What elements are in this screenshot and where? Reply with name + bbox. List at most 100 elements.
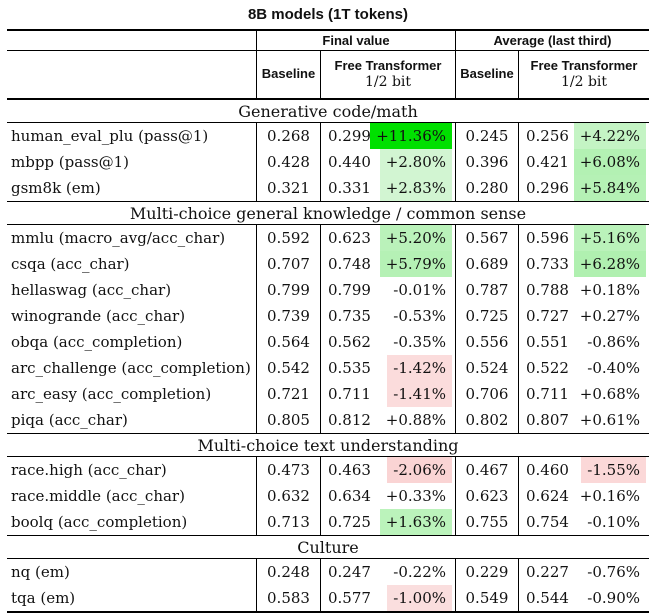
avg-baseline-value: 0.229 — [456, 559, 519, 585]
avg-delta: +0.61% — [579, 411, 640, 429]
final-baseline-value: 0.428 — [257, 149, 321, 175]
final-delta-cell: -1.41% — [383, 381, 456, 407]
final-delta-cell: +1.63% — [379, 509, 456, 535]
avg-delta: +5.84% — [573, 175, 646, 201]
final-free-transformer-header: Free Transformer 1/2 bit — [321, 51, 456, 98]
avg-delta-cell: -0.40% — [579, 355, 649, 381]
metric-name: human_eval_plu (pass@1) — [7, 123, 257, 149]
avg-delta-cell: -1.55% — [579, 457, 649, 483]
avg-baseline-value: 0.280 — [456, 175, 519, 201]
half-bit-label: 1/2 bit — [364, 73, 412, 90]
section-rows: human_eval_plu (pass@1) 0.268 0.299 +11.36%… — [7, 123, 649, 201]
section-header: Generative code/math — [7, 100, 649, 123]
final-delta: -0.22% — [393, 563, 446, 581]
avg-ft-value: 0.256 — [526, 127, 569, 145]
final-delta: +1.63% — [379, 509, 452, 535]
metric-name: csqa (acc_char) — [7, 251, 257, 277]
avg-delta: +6.08% — [573, 149, 646, 175]
final-delta: -2.06% — [387, 457, 452, 483]
avg-ft-value: 0.727 — [526, 307, 569, 325]
final-delta: -0.53% — [393, 307, 446, 325]
final-delta: -0.01% — [393, 281, 446, 299]
final-ft-value: 0.711 — [328, 385, 371, 403]
metric-name: race.high (acc_char) — [7, 457, 257, 483]
avg-baseline-value: 0.567 — [456, 225, 519, 251]
final-baseline-value: 0.268 — [257, 123, 321, 149]
section-rows: race.high (acc_char) 0.473 0.463 -2.06% 0.46… — [7, 457, 649, 535]
final-delta-cell: +0.33% — [383, 483, 456, 509]
final-ft-value: 0.725 — [328, 513, 371, 531]
avg-delta-cell: +0.61% — [579, 407, 649, 433]
avg-delta-cell: +4.22% — [573, 123, 649, 149]
final-baseline-value: 0.321 — [257, 175, 321, 201]
final-delta: -1.42% — [387, 355, 452, 381]
final-delta: -1.00% — [387, 585, 452, 611]
final-baseline-value: 0.473 — [257, 457, 321, 483]
section-header: Multi-choice text understanding — [7, 433, 649, 457]
final-delta: +2.83% — [379, 175, 452, 201]
table-header: Final value Average (last third) Baselin… — [7, 31, 649, 100]
avg-baseline-header: Baseline — [456, 51, 519, 98]
final-ft-value: 0.299 — [328, 127, 371, 145]
avg-delta: +6.28% — [573, 251, 646, 277]
final-baseline-value: 0.805 — [257, 407, 321, 433]
avg-delta: -0.86% — [587, 333, 640, 351]
avg-delta: +5.16% — [573, 225, 646, 251]
final-delta: +0.33% — [385, 487, 446, 505]
avg-ft-value: 0.733 — [526, 255, 569, 273]
final-ft-value: 0.562 — [328, 333, 371, 351]
avg-baseline-value: 0.725 — [456, 303, 519, 329]
metric-name: arc_challenge (acc_completion) — [7, 355, 257, 381]
final-delta-cell: +5.79% — [379, 251, 456, 277]
avg-ft-value: 0.711 — [526, 385, 569, 403]
final-delta-cell: +2.83% — [379, 175, 456, 201]
final-baseline-value: 0.799 — [257, 277, 321, 303]
table-body: Generative code/math human_eval_plu (pass… — [7, 100, 649, 613]
metric-name: nq (em) — [7, 559, 257, 585]
final-delta: -0.35% — [393, 333, 446, 351]
avg-baseline-value: 0.467 — [456, 457, 519, 483]
final-baseline-header: Baseline — [257, 51, 321, 98]
avg-delta-cell: +0.16% — [579, 483, 649, 509]
final-delta-cell: -0.35% — [383, 329, 456, 355]
avg-baseline-value: 0.396 — [456, 149, 519, 175]
final-ft-value: 0.440 — [328, 153, 371, 171]
avg-delta-cell: +0.68% — [579, 381, 649, 407]
avg-baseline-value: 0.755 — [456, 509, 519, 535]
final-delta-cell: -1.42% — [383, 355, 456, 381]
final-ft-value: 0.735 — [328, 307, 371, 325]
final-delta: +11.36% — [370, 123, 452, 149]
avg-delta-cell: +0.27% — [579, 303, 649, 329]
final-ft-value: 0.463 — [328, 461, 371, 479]
final-delta-cell: -2.06% — [383, 457, 456, 483]
avg-delta: +0.68% — [579, 385, 640, 403]
avg-delta-cell: -0.90% — [579, 585, 649, 611]
avg-delta: -0.40% — [587, 359, 640, 377]
header-spacer-2 — [7, 51, 257, 98]
final-baseline-value: 0.564 — [257, 329, 321, 355]
metric-name: arc_easy (acc_completion) — [7, 381, 257, 407]
avg-ft-value: 0.551 — [526, 333, 569, 351]
group-average-label: Average (last third) — [456, 31, 649, 51]
avg-delta: +0.27% — [579, 307, 640, 325]
final-delta-cell: +0.88% — [383, 407, 456, 433]
final-ft-value: 0.535 — [328, 359, 371, 377]
final-ft-value: 0.748 — [328, 255, 371, 273]
avg-baseline-value: 0.787 — [456, 277, 519, 303]
final-baseline-value: 0.583 — [257, 585, 321, 611]
avg-baseline-value: 0.245 — [456, 123, 519, 149]
avg-ft-value: 0.460 — [526, 461, 569, 479]
final-baseline-value: 0.542 — [257, 355, 321, 381]
final-ft-value: 0.812 — [328, 411, 371, 429]
final-baseline-value: 0.707 — [257, 251, 321, 277]
avg-delta-cell: -0.86% — [579, 329, 649, 355]
metric-name: race.middle (acc_char) — [7, 483, 257, 509]
final-baseline-value: 0.713 — [257, 509, 321, 535]
metric-name: tqa (em) — [7, 585, 257, 611]
metric-name: boolq (acc_completion) — [7, 509, 257, 535]
avg-ft-value: 0.227 — [526, 563, 569, 581]
final-baseline-value: 0.721 — [257, 381, 321, 407]
final-delta-cell: -0.53% — [383, 303, 456, 329]
avg-baseline-value: 0.689 — [456, 251, 519, 277]
